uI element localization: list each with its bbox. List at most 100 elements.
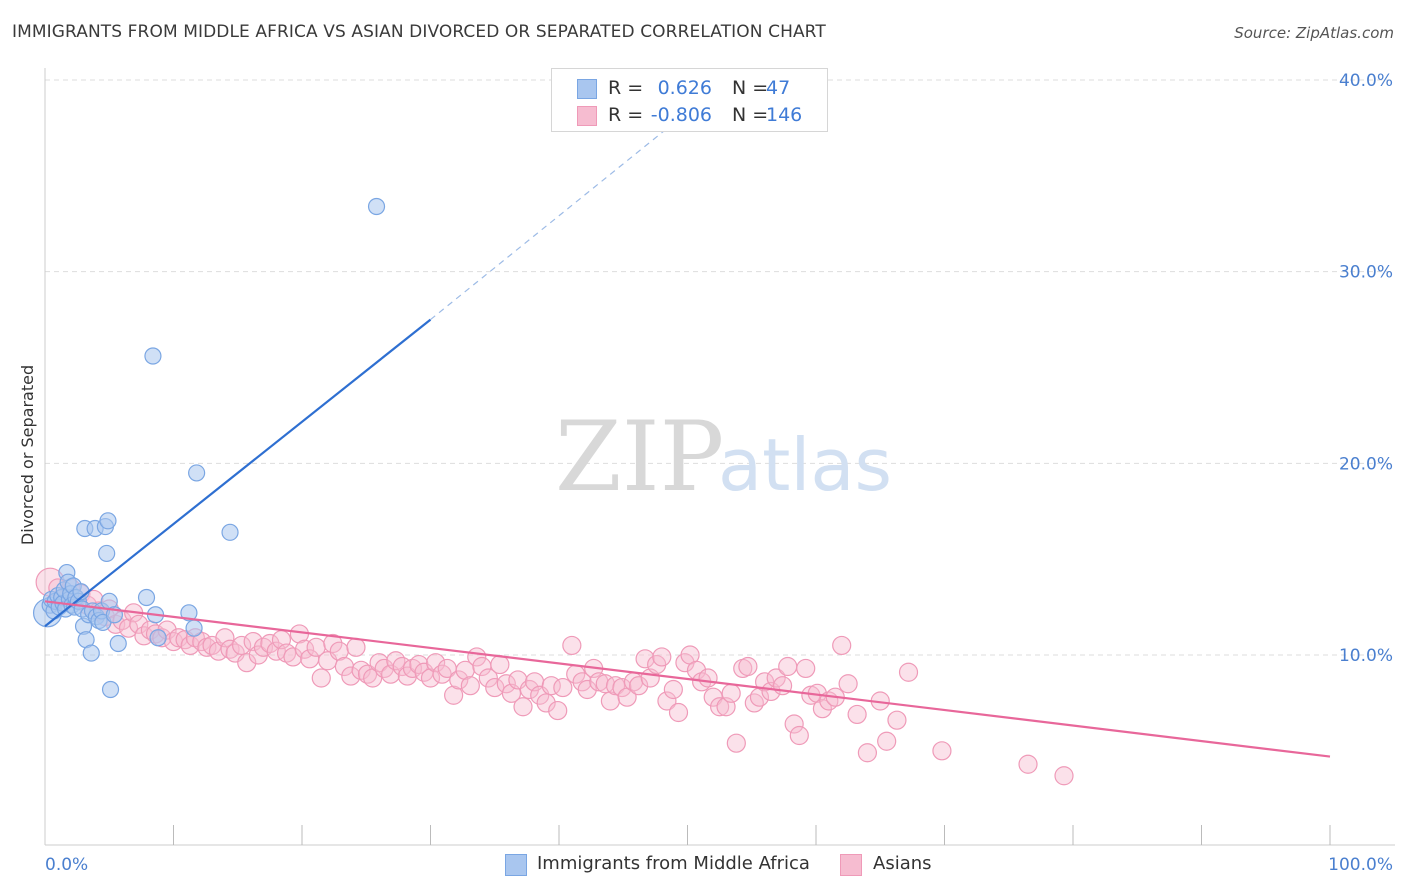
- asians-point: [847, 704, 867, 725]
- middle-africa-point: [188, 464, 206, 482]
- asians-point: [744, 693, 764, 713]
- asians-point: [766, 668, 786, 688]
- asians-point: [420, 668, 441, 688]
- asians-point: [698, 668, 718, 688]
- asians-point: [832, 635, 852, 656]
- asians-point: [444, 685, 464, 705]
- asians-point: [283, 647, 303, 667]
- asians-point: [426, 653, 446, 673]
- middle-africa-point: [180, 604, 198, 622]
- middle-africa-trend-line: [44, 318, 432, 628]
- asians-point: [536, 693, 556, 713]
- legend-n-value: 146: [766, 104, 803, 126]
- middle-africa-point: [109, 634, 127, 653]
- asians-point: [857, 743, 878, 763]
- y-tick-label: 30.0%: [1339, 263, 1393, 283]
- asians-point: [369, 653, 389, 673]
- asians-point: [129, 614, 149, 634]
- middle-africa-point: [101, 680, 120, 699]
- watermark-atlas: atlas: [718, 423, 892, 507]
- asians-point: [1018, 754, 1038, 774]
- middle-africa-point: [137, 588, 156, 607]
- asians-point: [838, 674, 858, 694]
- legend-n-label: N =: [732, 104, 769, 126]
- legend-row-middle-africa: R = 0.626 N = 47: [552, 75, 827, 103]
- middle-africa-point: [149, 629, 167, 647]
- asians-point: [220, 639, 240, 659]
- asians-point: [710, 697, 730, 717]
- asians-point: [478, 668, 498, 688]
- asians-point: [789, 725, 809, 746]
- asians-point: [260, 633, 280, 654]
- middle-africa-point: [185, 619, 203, 637]
- asians-point: [612, 677, 632, 698]
- asians-trend-line: [44, 600, 1331, 758]
- asians-points: [35, 567, 1074, 786]
- source-credit: Source: ZipAtlas.com: [1234, 24, 1394, 42]
- chart-title: IMMIGRANTS FROM MIDDLE AFRICA VS ASIAN D…: [12, 22, 826, 42]
- y-tick-labels: 10.0% 20.0% 30.0% 40.0%: [1339, 71, 1393, 666]
- asians-point: [635, 649, 655, 669]
- asians-point: [192, 631, 212, 652]
- asians-point: [898, 662, 919, 682]
- legend-r-value: 0.626: [657, 77, 712, 99]
- y-tick-label: 20.0%: [1339, 454, 1393, 474]
- asians-point: [663, 679, 683, 700]
- legend-r-label: R =: [608, 104, 644, 126]
- x-tick-label: 0.0%: [45, 855, 88, 875]
- asians-point: [118, 618, 139, 638]
- asians-point: [311, 668, 331, 688]
- asians-point: [553, 677, 573, 698]
- asians-point: [877, 731, 897, 751]
- asians-point: [726, 733, 746, 753]
- x-tick-label: 100.0%: [1328, 855, 1393, 875]
- asians-point: [449, 670, 469, 690]
- asians-point: [778, 656, 798, 677]
- asians-point: [1054, 766, 1074, 786]
- asians-point: [738, 656, 758, 677]
- asians-point: [932, 741, 952, 761]
- legend-n-label: N =: [732, 77, 769, 99]
- legend-label-middle-africa: Immigrants from Middle Africa: [537, 853, 810, 874]
- asians-point: [357, 664, 378, 684]
- asians-point: [812, 699, 833, 719]
- legend-row-asians: R = -0.806 N = 146: [552, 102, 827, 130]
- legend-r-value: -0.806: [650, 104, 712, 126]
- watermark-zip: ZIP: [555, 401, 724, 513]
- asians-point: [754, 672, 775, 692]
- asians-point: [341, 666, 361, 686]
- legend-label-asians: Asians: [873, 853, 932, 874]
- x-tick-labels: 0.0% 100.0%: [45, 855, 1393, 875]
- pink-swatch-icon: [577, 106, 597, 126]
- legend-n-value: 47: [766, 77, 791, 99]
- asians-point: [237, 653, 257, 673]
- asians-point: [577, 679, 597, 700]
- asians-point: [629, 676, 649, 696]
- pink-legend-swatch-icon: [840, 854, 862, 876]
- middle-africa-point: [99, 512, 117, 530]
- asians-point: [548, 700, 568, 721]
- legend-r-label: R =: [608, 77, 644, 99]
- asians-point: [215, 628, 235, 648]
- asians-point: [485, 677, 505, 698]
- asians-point: [346, 637, 366, 657]
- asians-point: [657, 691, 677, 711]
- asians-point: [432, 664, 452, 684]
- asians-point: [232, 635, 252, 656]
- asians-point: [323, 633, 343, 654]
- asians-point: [496, 674, 516, 694]
- middle-africa-point: [221, 523, 239, 541]
- asians-point: [721, 683, 741, 703]
- y-tick-label: 40.0%: [1339, 71, 1393, 91]
- middle-africa-point: [98, 544, 116, 563]
- asians-point: [562, 635, 582, 656]
- asians-point: [652, 647, 672, 667]
- asians-point: [490, 654, 510, 675]
- y-axis-label: Divorced or Separated: [18, 365, 37, 545]
- blue-legend-swatch-icon: [505, 854, 527, 876]
- middle-africa-point: [144, 347, 162, 365]
- middle-africa-point: [367, 197, 386, 216]
- blue-swatch-icon: [577, 79, 597, 99]
- asians-point: [784, 714, 804, 734]
